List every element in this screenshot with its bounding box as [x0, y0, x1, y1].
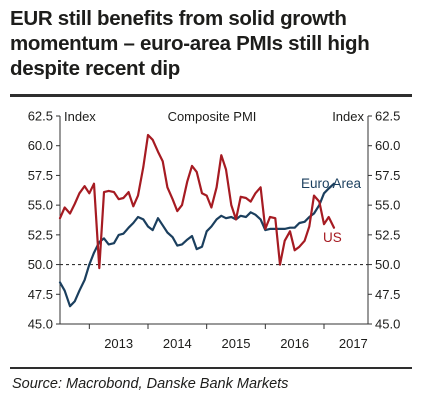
y-tick-label-left: 50.0 — [28, 257, 53, 272]
y-tick-label-right: 55.0 — [375, 198, 400, 213]
x-tick-label: 2015 — [222, 336, 251, 351]
title-line-3: despite recent dip — [10, 57, 181, 80]
top-rule — [10, 94, 412, 97]
y-tick-label-left: 47.5 — [28, 287, 53, 302]
left-axis-label: Index — [64, 109, 96, 124]
y-tick-label-right: 45.0 — [375, 317, 400, 332]
us-label: US — [323, 230, 342, 245]
bottom-rule — [10, 367, 412, 369]
right-axis-label: Index — [332, 109, 364, 124]
title-line-2: momentum – euro-area PMIs still high — [10, 32, 370, 55]
x-tick-label: 2017 — [339, 336, 368, 351]
euro-area-line — [58, 182, 336, 308]
chart-title: EUR still benefits from solid growth mom… — [10, 6, 410, 81]
y-tick-label-left: 57.5 — [28, 168, 53, 183]
y-tick-label-right: 60.0 — [375, 138, 400, 153]
x-tick-label: 2014 — [163, 336, 192, 351]
y-tick-label-left: 62.5 — [28, 109, 53, 124]
us-line — [58, 133, 336, 270]
euro-area-label: Euro Area — [301, 176, 362, 191]
chart-subtitle: Composite PMI — [168, 109, 257, 124]
y-tick-label-left: 60.0 — [28, 138, 53, 153]
title-line-1: EUR still benefits from solid growth — [10, 7, 347, 30]
y-tick-label-right: 52.5 — [375, 227, 400, 242]
x-tick-label: 2013 — [104, 336, 133, 351]
source-note: Source: Macrobond, Danske Bank Markets — [12, 376, 289, 392]
y-tick-label-right: 57.5 — [375, 168, 400, 183]
y-tick-label-left: 52.5 — [28, 227, 53, 242]
y-tick-label-left: 55.0 — [28, 198, 53, 213]
y-tick-label-right: 47.5 — [375, 287, 400, 302]
x-tick-label: 2016 — [280, 336, 309, 351]
y-tick-label-right: 62.5 — [375, 109, 400, 124]
y-tick-label-left: 45.0 — [28, 317, 53, 332]
y-tick-label-right: 50.0 — [375, 257, 400, 272]
